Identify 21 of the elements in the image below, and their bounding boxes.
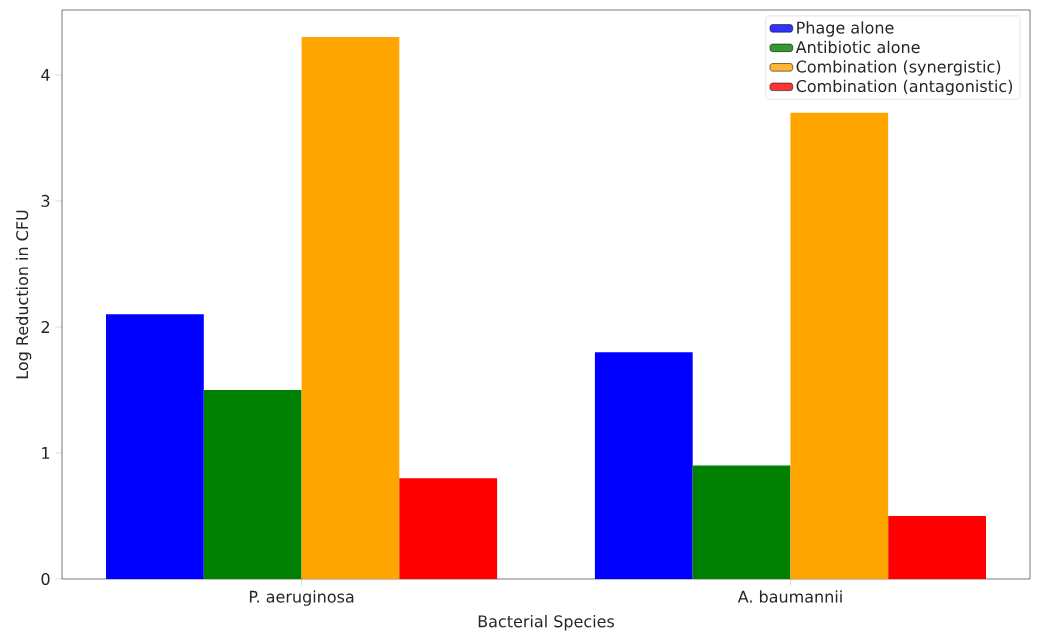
bar	[888, 515, 986, 579]
y-tick-label: 3	[41, 194, 50, 207]
legend-label: Phage alone	[797, 21, 894, 37]
bar	[106, 314, 204, 579]
y-axis-title: Log Reduction in CFU	[15, 210, 32, 379]
y-tick-label: 2	[41, 321, 50, 333]
x-tick-label: A. baumannii	[737, 590, 842, 603]
y-tick-label: 4	[41, 69, 50, 81]
legend-label: Combination (antagonistic)	[796, 79, 1013, 96]
y-tick-label: 1	[42, 447, 50, 459]
y-tick-label: 0	[41, 572, 50, 586]
bar	[203, 389, 302, 579]
bar	[399, 478, 498, 579]
legend-label: Antibiotic alone	[795, 40, 920, 54]
bar	[692, 465, 791, 579]
x-tick-label: P. aeruginosa	[249, 590, 354, 606]
bar	[790, 112, 889, 579]
x-axis-title: Bacterial Species	[478, 615, 615, 631]
legend-label: Combination (synergistic)	[796, 60, 1001, 76]
bar	[301, 37, 400, 579]
bar	[594, 352, 693, 579]
